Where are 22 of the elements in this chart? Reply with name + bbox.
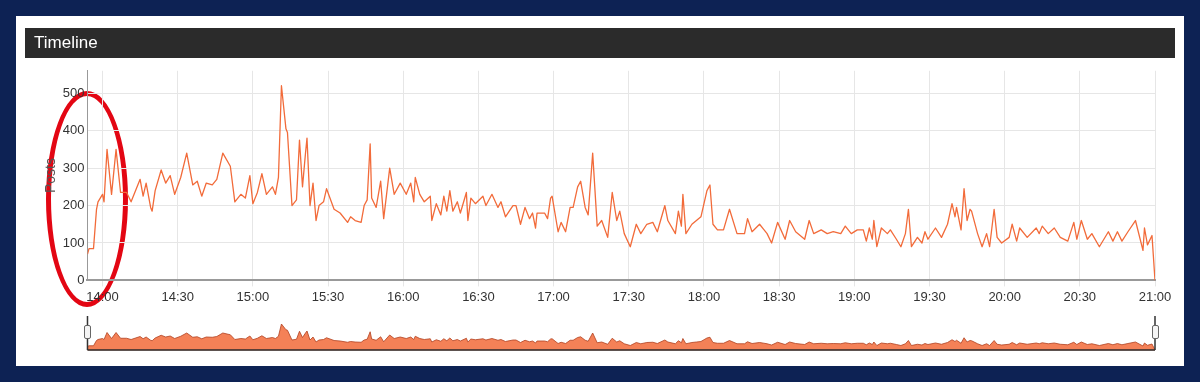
y-tick-label: 400 <box>62 122 85 138</box>
x-tick-label: 17:30 <box>612 288 646 304</box>
chart-title: Timeline <box>25 28 1175 58</box>
y-tick-label: 100 <box>62 234 85 250</box>
x-tick-label: 15:00 <box>236 288 270 304</box>
y-tick-label: 300 <box>62 159 85 175</box>
y-tick-label: 500 <box>62 84 85 100</box>
x-tick-label: 19:00 <box>838 288 871 304</box>
x-tick-label: 21:00 <box>1138 288 1172 304</box>
y-tick-label: 200 <box>62 197 85 213</box>
x-tick-label: 20:30 <box>1063 288 1097 304</box>
x-tick-label: 15:30 <box>311 288 345 304</box>
y-tick-label: 0 <box>77 271 85 287</box>
x-tick-label: 19:30 <box>913 288 946 304</box>
x-tick-label: 14:30 <box>161 288 194 304</box>
x-tick-label: 16:30 <box>462 288 495 304</box>
x-tick-label: 16:00 <box>386 288 420 304</box>
x-tick-label: 17:00 <box>537 288 570 304</box>
y-axis-title: Posts <box>42 158 59 194</box>
x-tick-label: 18:30 <box>762 288 796 304</box>
x-tick-label: 20:00 <box>988 288 1021 304</box>
x-tick-label: 18:00 <box>687 288 721 304</box>
